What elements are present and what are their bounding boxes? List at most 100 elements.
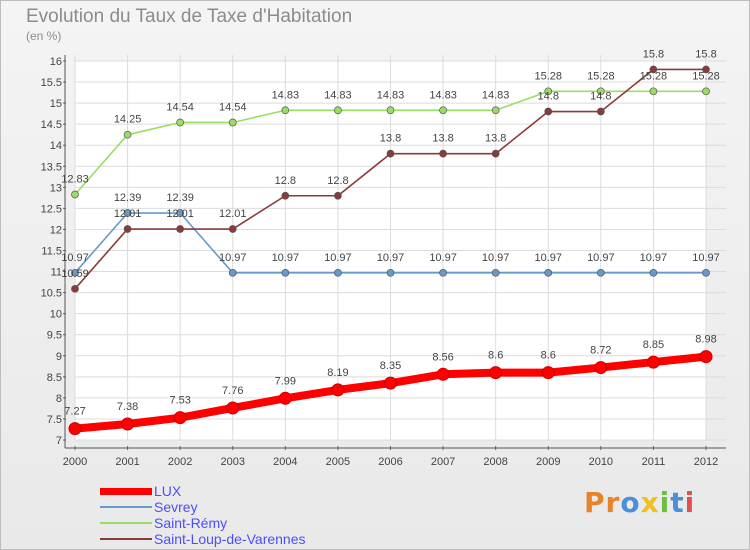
data-label-saint-loup-de-varennes: 12.8 (327, 175, 348, 187)
y-tick-label: 11 (51, 267, 62, 279)
data-point-sevrey (123, 209, 132, 217)
data-label-sevrey: 12.39 (166, 192, 194, 204)
data-point-lux (331, 383, 345, 397)
data-point-sevrey (596, 268, 605, 277)
data-point-lux (646, 355, 660, 369)
data-label-saint-r-my: 14.83 (429, 89, 457, 101)
x-tick-label: 2010 (589, 456, 613, 468)
data-point-saint-loup-de-varennes (176, 225, 185, 233)
y-tick-label: 12.5 (41, 203, 62, 215)
logo-letter: x (640, 486, 660, 519)
legend-swatch-saint-r-my (100, 522, 152, 524)
proxiti-logo: Proxiti (584, 486, 695, 519)
data-point-saint-loup-de-varennes (123, 225, 132, 233)
logo-letter: i (659, 486, 671, 519)
data-point-saint-r-my (491, 106, 500, 115)
logo-letter: P (584, 486, 606, 519)
data-point-lux (68, 422, 82, 436)
data-point-sevrey (334, 268, 342, 277)
data-point-sevrey (176, 209, 185, 217)
data-label-sevrey: 10.97 (377, 252, 405, 264)
data-point-saint-r-my (544, 87, 553, 96)
logo-letter: i (684, 486, 696, 519)
legend-label-saint-r-my: Saint-Rémy (154, 515, 228, 531)
x-tick-label: 2005 (326, 456, 350, 468)
data-point-saint-r-my (702, 87, 710, 96)
data-point-lux (594, 361, 608, 375)
y-tick-label: 10.5 (41, 288, 62, 300)
data-label-saint-loup-de-varennes: 12.8 (275, 175, 296, 187)
data-label-sevrey: 10.97 (640, 252, 668, 264)
data-point-saint-loup-de-varennes (439, 149, 447, 158)
data-label-sevrey: 10.97 (692, 252, 720, 264)
data-point-saint-loup-de-varennes (71, 284, 79, 293)
y-tick-label: 8 (56, 393, 62, 405)
data-point-sevrey (281, 268, 290, 277)
logo-letter: o (620, 486, 641, 519)
data-point-lux (384, 376, 397, 390)
data-label-lux: 7.27 (64, 406, 85, 418)
data-point-saint-r-my (176, 118, 185, 127)
logo-letter: t (670, 486, 685, 519)
y-tick-label: 13 (50, 182, 62, 194)
x-tick-label: 2002 (168, 456, 192, 468)
data-point-lux (699, 350, 713, 364)
data-point-saint-loup-de-varennes (228, 225, 237, 233)
x-tick-label: 2003 (221, 456, 245, 468)
data-point-lux (278, 391, 292, 405)
legend-swatch-lux (100, 488, 152, 495)
data-label-lux: 8.72 (590, 345, 611, 357)
data-point-saint-r-my (228, 118, 237, 127)
y-tick-label: 9 (56, 351, 62, 363)
data-point-sevrey (439, 268, 447, 277)
logo-letter: r (605, 486, 621, 519)
data-point-sevrey (649, 268, 658, 277)
data-point-lux (436, 367, 450, 381)
data-label-lux: 8.98 (695, 334, 716, 346)
data-point-sevrey (386, 268, 395, 277)
data-point-saint-loup-de-varennes (491, 149, 500, 158)
data-label-sevrey: 10.97 (587, 252, 615, 264)
y-tick-label: 9.5 (47, 330, 62, 342)
legend-label-saint-loup-de-varennes: Saint-Loup-de-Varennes (154, 531, 306, 547)
data-label-saint-r-my: 14.83 (377, 89, 405, 101)
data-label-lux: 7.76 (222, 385, 243, 397)
y-tick-label: 7 (56, 435, 62, 447)
data-point-lux (173, 411, 187, 425)
data-label-saint-loup-de-varennes: 12.01 (219, 208, 247, 220)
data-label-lux: 7.38 (117, 401, 138, 413)
y-tick-label: 14 (50, 140, 62, 152)
data-label-saint-loup-de-varennes: 14.8 (590, 91, 611, 103)
y-tick-label: 10 (50, 309, 62, 321)
chart-subtitle: (en %) (26, 29, 62, 43)
data-label-lux: 7.53 (169, 395, 190, 407)
data-label-saint-r-my: 14.25 (114, 114, 142, 126)
y-tick-label: 16 (50, 56, 62, 68)
data-label-lux: 8.35 (380, 360, 401, 372)
data-label-saint-loup-de-varennes: 15.8 (695, 48, 716, 60)
data-label-sevrey: 10.97 (482, 252, 510, 264)
data-label-saint-loup-de-varennes: 13.8 (380, 133, 401, 145)
data-label-lux: 8.56 (432, 351, 453, 363)
line-chart: 7 7.5 8 8.5 9 9.5 10 10.5 11 11.5 12 12.5 13 13.5 14 14… (41, 48, 726, 468)
data-point-saint-loup-de-varennes (702, 65, 710, 74)
data-label-sevrey: 10.97 (324, 252, 352, 264)
data-point-lux (541, 366, 555, 380)
data-label-saint-r-my: 14.54 (166, 101, 194, 113)
legend-swatch-saint-loup-de-varennes (100, 538, 152, 540)
x-tick-label: 2001 (115, 456, 139, 468)
data-label-sevrey: 10.97 (272, 252, 300, 264)
data-label-saint-r-my: 12.83 (61, 173, 89, 185)
data-point-saint-loup-de-varennes (596, 107, 605, 116)
data-label-sevrey: 10.97 (61, 252, 89, 264)
data-point-saint-loup-de-varennes (649, 65, 658, 74)
legend-label-sevrey: Sevrey (154, 499, 198, 515)
data-label-saint-loup-de-varennes: 12.01 (114, 208, 142, 220)
x-tick-label: 2012 (694, 456, 718, 468)
data-point-saint-r-my (71, 190, 79, 199)
data-label-lux: 8.19 (327, 367, 348, 379)
data-label-saint-r-my: 14.54 (219, 101, 247, 113)
x-tick-label: 2009 (536, 456, 560, 468)
data-label-saint-loup-de-varennes: 13.8 (485, 133, 506, 145)
data-label-sevrey: 12.39 (114, 192, 142, 204)
